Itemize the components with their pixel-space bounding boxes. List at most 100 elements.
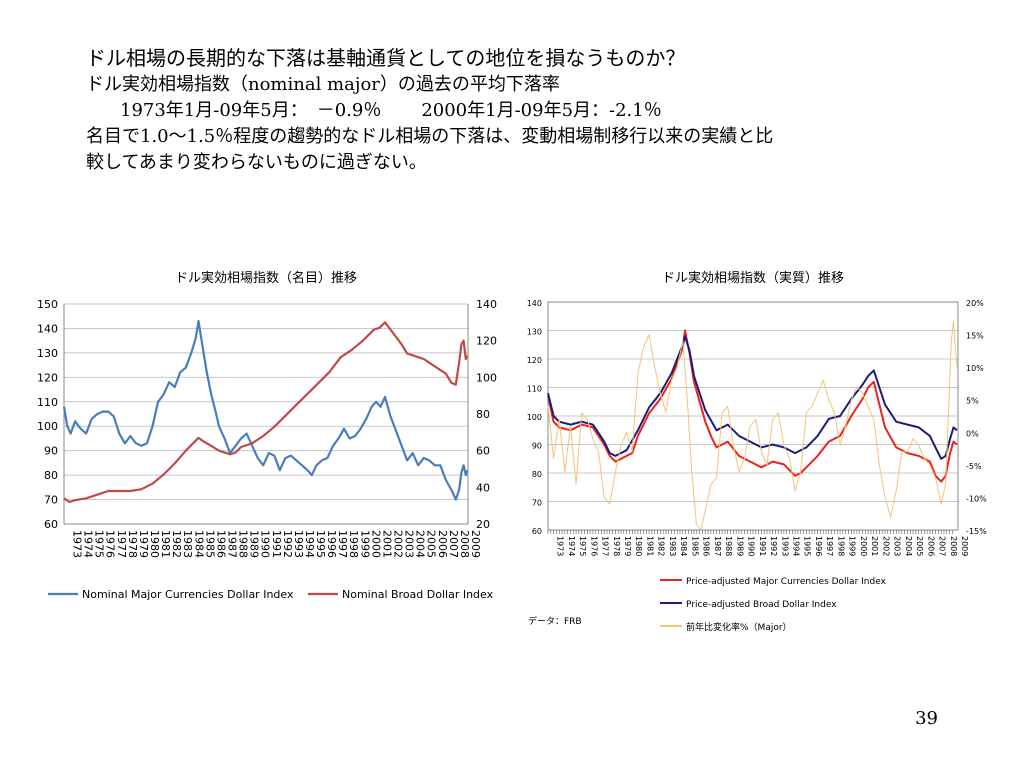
x-tick-label: 2005	[915, 536, 924, 556]
nominal-chart-svg: ドル実効相場指数（名目）推移 150 140 130 120 110 100 90 80 70 60…	[37, 270, 497, 601]
x-tick-label: 1974	[82, 530, 95, 558]
nominal-index-chart: ドル実効相場指数（名目）推移 150 140 130 120 110 100 90 80 70 60…	[18, 262, 502, 614]
legend-label-yoy: 前年比変化率%（Major）	[686, 621, 792, 633]
x-tick-label: 1977	[601, 536, 610, 556]
y-left-tick-label: 120	[37, 371, 58, 384]
y-left-tick-label: 110	[37, 396, 58, 409]
real-index-chart: ドル実効相場指数（実質）推移 140 130 120 110 100 90 80 70 60 20%…	[520, 262, 996, 642]
y-left-tick-label: 60	[532, 527, 542, 536]
decline-rate-1973: 1973年1月‐09年5月： －0.9％	[120, 100, 382, 121]
series-line-yoy	[547, 321, 958, 531]
x-tick-label: 2003	[403, 530, 416, 558]
x-tick-label: 1998	[836, 536, 845, 556]
legend-label-major: Nominal Major Currencies Dollar Index	[82, 588, 294, 601]
y-left-tick-label: 60	[44, 518, 58, 531]
x-tick-label: 2007	[447, 530, 460, 558]
y-left-tick-label: 150	[37, 298, 58, 311]
legend-label-broad: Nominal Broad Dollar Index	[342, 588, 494, 601]
x-tick-label: 1989	[248, 530, 261, 558]
x-tick-label: 1993	[292, 530, 305, 558]
x-tick-label: 1996	[814, 536, 823, 556]
y-left-tick-label: 100	[37, 420, 58, 433]
x-tick-label: 1980	[634, 536, 643, 556]
x-tick-label: 1983	[181, 530, 194, 558]
x-tick-label: 2003	[893, 536, 902, 556]
x-tick-label: 1988	[237, 530, 250, 558]
x-tick-label: 1979	[623, 536, 632, 556]
x-tick-label: 2009	[960, 536, 969, 556]
x-tick-label: 1992	[281, 530, 294, 558]
x-tick-label: 1979	[137, 530, 150, 558]
y-right-tick-label: -5%	[966, 462, 982, 471]
decline-rates-line: 1973年1月‐09年5月： －0.9％ 2000年1月‐09年5月：‐2.1％	[86, 98, 946, 124]
y-right-tick-label: 10%	[966, 364, 984, 373]
x-tick-label: 2008	[949, 536, 958, 556]
x-tick-label: 1982	[170, 530, 183, 558]
x-tick-label: 1978	[126, 530, 139, 558]
x-tick-label: 2001	[870, 536, 879, 556]
x-tick-label: 1994	[303, 530, 316, 558]
conclusion-line-2: 較してあまり変わらないものに過ぎない。	[86, 152, 427, 173]
x-tick-label: 2006	[436, 530, 449, 558]
y-left-tick-label: 130	[37, 347, 58, 360]
x-tick-label: 1976	[589, 536, 598, 556]
x-tick-label: 2005	[425, 530, 438, 558]
y-left-tick-label: 120	[527, 356, 542, 365]
x-tick-label: 1994	[792, 536, 801, 556]
chart-title: ドル実効相場指数（実質）推移	[662, 270, 844, 286]
x-tick-label: 1999	[358, 530, 371, 558]
x-tick-label: 1984	[192, 530, 205, 558]
source-note: データ：FRB	[528, 615, 582, 627]
legend-label-broad: Price-adjusted Broad Dollar Index	[686, 600, 837, 610]
y-left-tick-label: 110	[527, 385, 542, 394]
x-tick-label: 1985	[690, 536, 699, 556]
y-left-tick-label: 130	[527, 328, 542, 337]
x-tick-label: 1976	[104, 530, 117, 558]
x-tick-label: 1989	[735, 536, 744, 556]
x-tick-label: 1978	[612, 536, 621, 556]
y-left-tick-label: 140	[37, 322, 58, 335]
x-tick-label: 2002	[881, 536, 890, 556]
y-left-tick-label: 100	[527, 413, 542, 422]
x-tick-label: 2002	[392, 530, 405, 558]
x-tick-label: 1985	[203, 530, 216, 558]
x-tick-label: 1974	[567, 536, 576, 556]
y-left-tick-label: 140	[527, 299, 542, 308]
x-tick-label: 1986	[702, 536, 711, 556]
page-number: 39	[915, 708, 938, 729]
y-right-tick-label: 140	[476, 298, 497, 311]
x-tick-label: 1981	[159, 530, 172, 558]
y-right-tick-label: 40	[476, 481, 490, 494]
x-tick-label: 2006	[926, 536, 935, 556]
x-tick-label: 2008	[458, 530, 471, 558]
x-tick-label: 1991	[758, 536, 767, 556]
x-tick-label: 2009	[469, 530, 482, 558]
series-line-major	[62, 320, 468, 501]
x-tick-label: 1983	[668, 536, 677, 556]
y-right-tick-label: -10%	[966, 494, 987, 503]
x-tick-label: 1990	[747, 536, 756, 556]
decline-rate-2000: 2000年1月‐09年5月：‐2.1％	[421, 100, 662, 121]
x-tick-label: 2004	[904, 536, 913, 556]
x-tick-label: 1988	[724, 536, 733, 556]
legend-label-major: Price-adjusted Major Currencies Dollar I…	[686, 577, 887, 587]
x-tick-label: 2000	[859, 536, 868, 556]
x-tick-label: 1993	[780, 536, 789, 556]
series-line-broad	[547, 335, 958, 460]
x-tick-label: 1991	[270, 530, 283, 558]
x-tick-label: 2007	[938, 536, 947, 556]
slide-title: ドル相場の長期的な下落は基軸通貨としての地位を損なうものか？	[86, 46, 686, 70]
y-right-tick-label: 5%	[966, 397, 979, 406]
x-tick-label: 1975	[93, 530, 106, 558]
x-tick-label: 1997	[336, 530, 349, 558]
x-tick-label: 1981	[645, 536, 654, 556]
y-right-tick-label: 15%	[966, 332, 984, 341]
x-tick-label: 1996	[325, 530, 338, 558]
series-line-major	[547, 329, 958, 483]
y-left-tick-label: 80	[44, 469, 58, 482]
x-tick-label: 2004	[414, 530, 427, 558]
conclusion-line-1: 名目で1.0～1.5％程度の趨勢的なドル相場の下落は、変動相場制移行以来の実績と…	[86, 126, 774, 147]
x-tick-label: 1987	[225, 530, 238, 558]
y-right-tick-label: 60	[476, 445, 490, 458]
x-tick-label: 1975	[578, 536, 587, 556]
